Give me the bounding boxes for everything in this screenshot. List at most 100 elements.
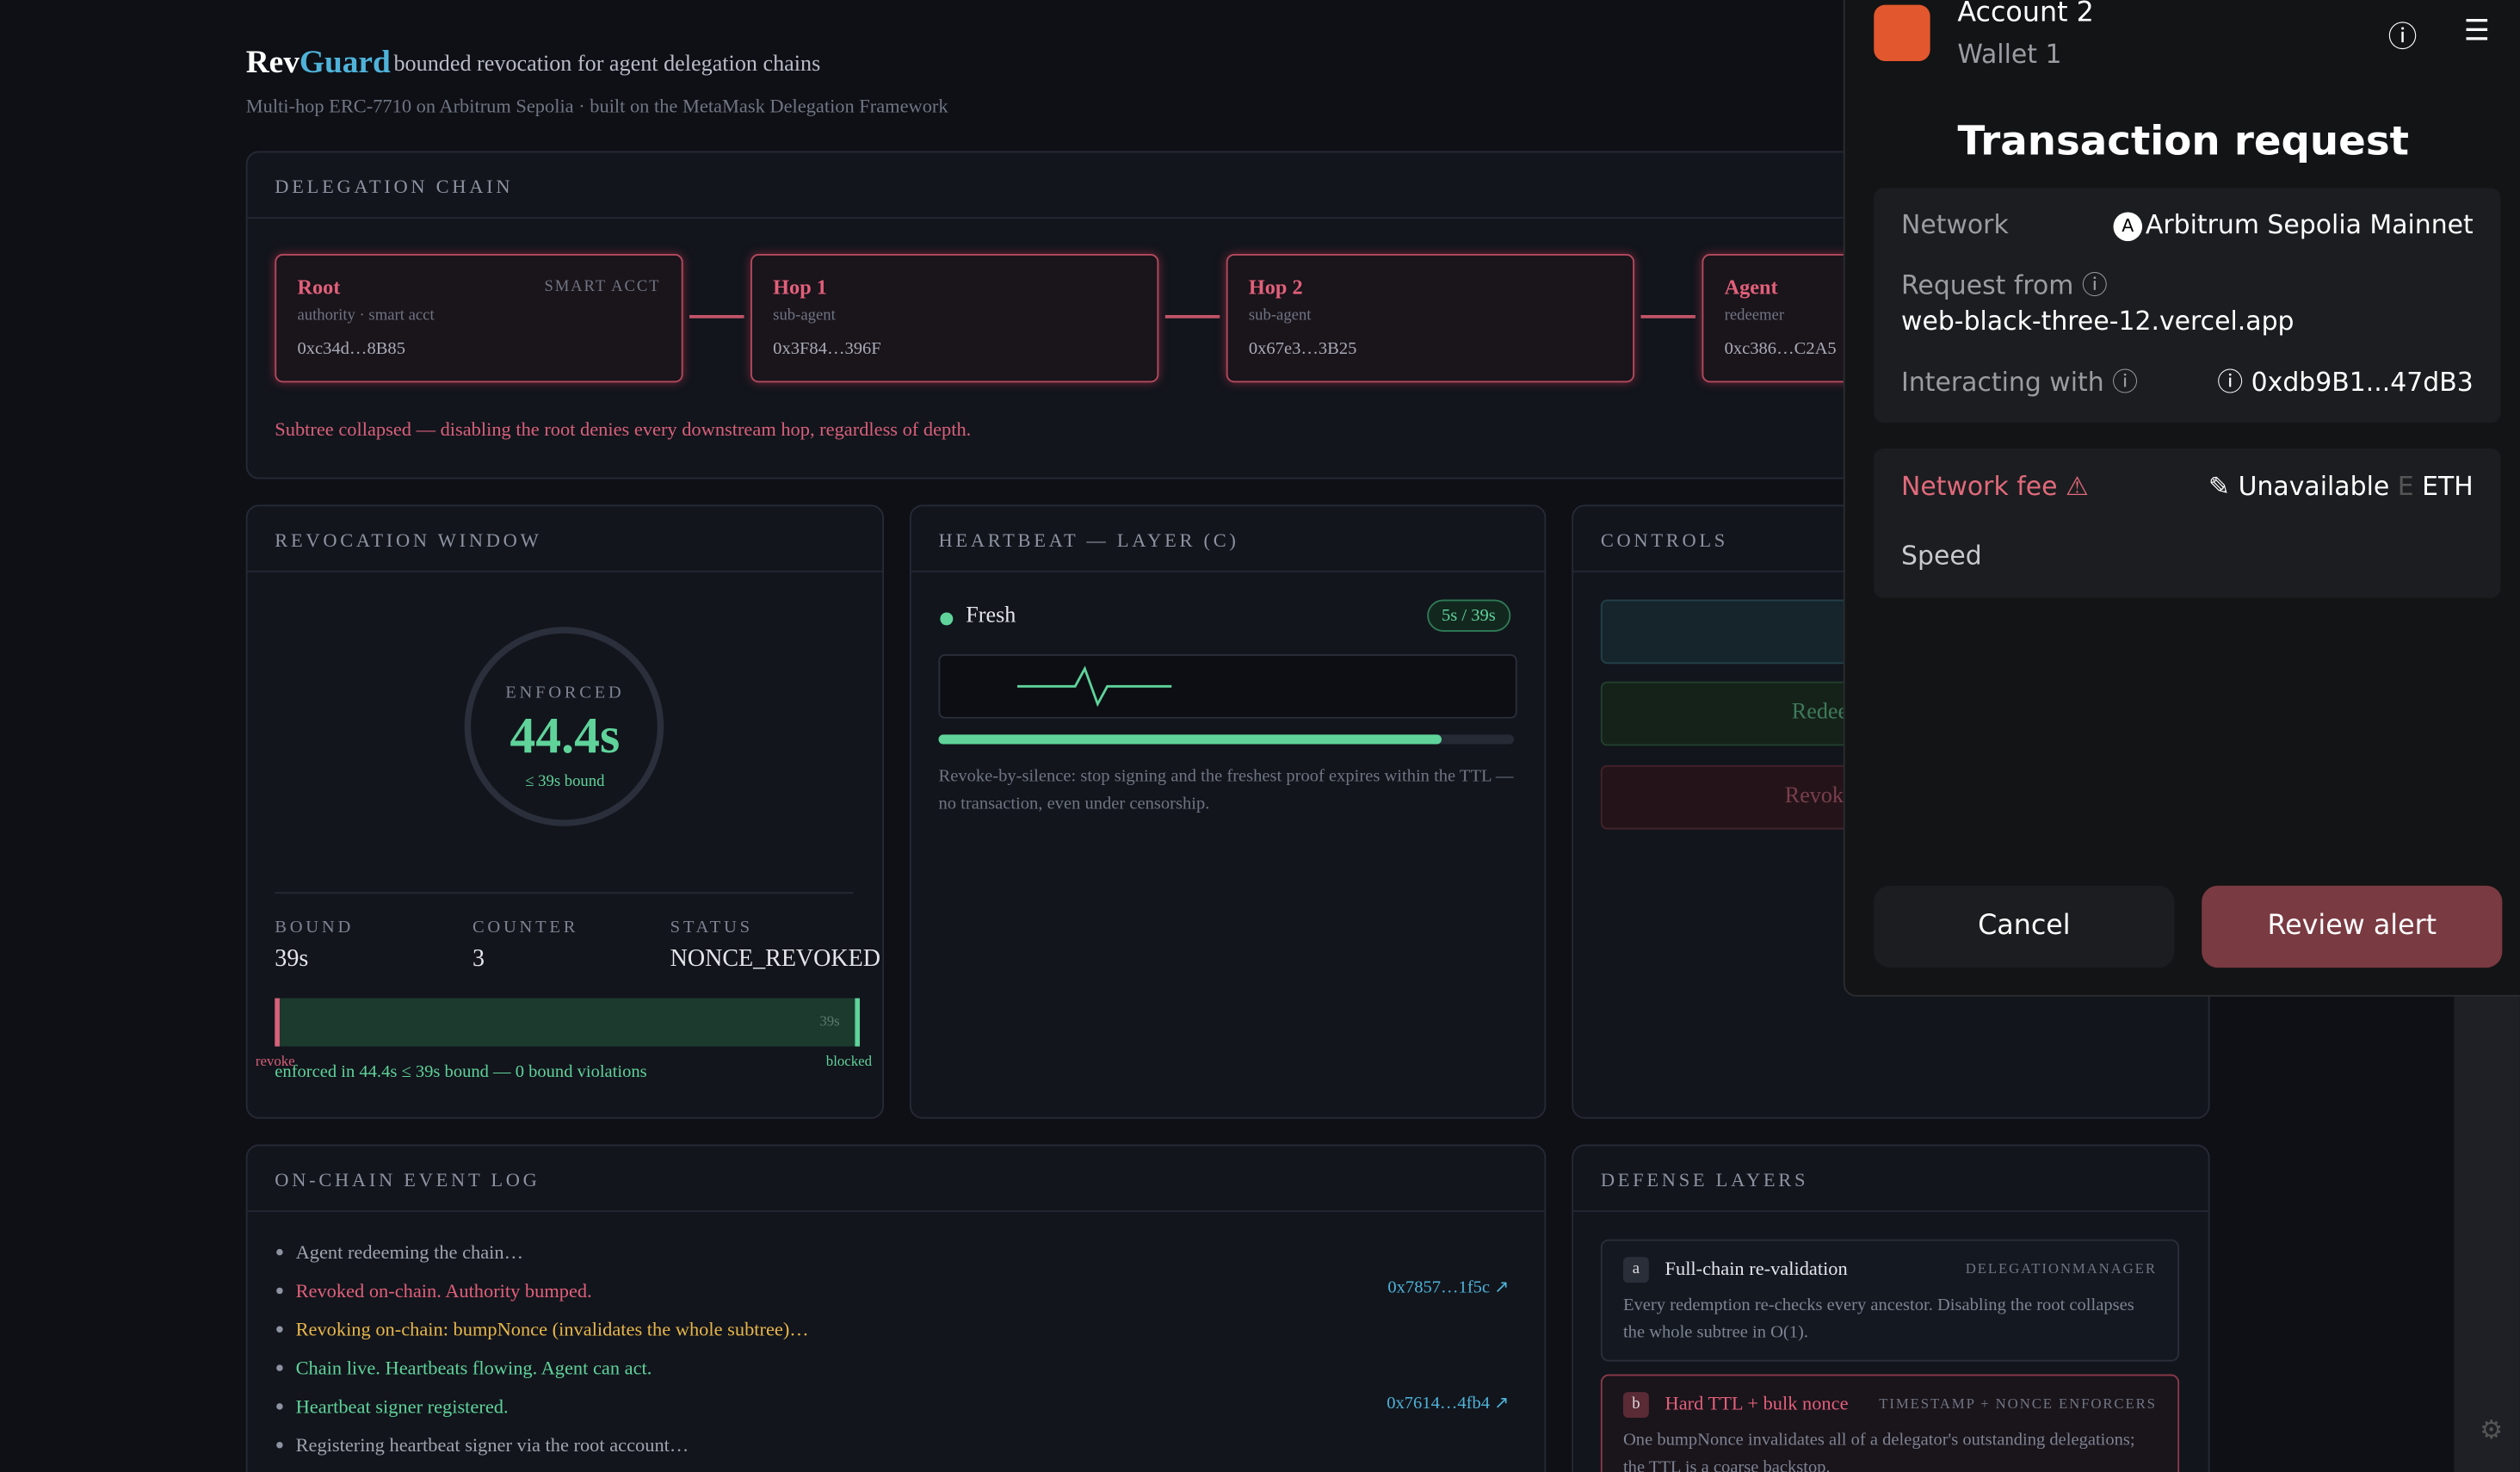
wallet: Wallet 1 [1957, 38, 2062, 70]
stat-value: 39s [275, 946, 309, 973]
settings-icon[interactable]: ⚙ [2480, 1417, 2504, 1445]
pulse-box [938, 653, 1517, 719]
node-name: Agent [1724, 275, 1778, 300]
event-text: Registering heartbeat signer via the roo… [295, 1433, 689, 1457]
node-name: Hop 1 [773, 275, 827, 300]
details: Network A Arbitrum Sepolia Mainnet Reque… [1874, 188, 2501, 424]
tagline: bounded revocation for agent delegation … [393, 53, 821, 77]
layer-key: a [1622, 1257, 1649, 1283]
state: Fresh [966, 604, 1016, 629]
gauge-label: ENFORCED [505, 683, 625, 703]
label: Request from [1901, 269, 2074, 301]
tx-link[interactable]: 0x7614…4fb4 ↗ [1387, 1393, 1510, 1413]
bullet [276, 1287, 283, 1295]
title: Transaction request [1957, 117, 2409, 164]
subtitle: Multi-hop ERC-7710 on Arbitrum Sepolia ·… [245, 95, 948, 118]
bullet [276, 1403, 283, 1410]
node-role: sub-agent [773, 306, 836, 325]
summary: enforced in 44.4s ≤ 39s bound — 0 bound … [275, 1062, 647, 1082]
layer-key: b [1622, 1392, 1649, 1418]
label: Interacting with [1901, 366, 2104, 398]
gauge-sub: ≤ 39s bound [525, 773, 605, 791]
heartbeat-panel: HEARTBEAT — LAYER (C) Fresh 5s / 39s Rev… [909, 504, 1547, 1119]
node-role: authority · smart acct [297, 306, 435, 325]
fee-icon: E [2397, 471, 2414, 502]
settings-icon[interactable]: ☰ [2463, 14, 2490, 49]
connector [1164, 314, 1220, 319]
panel-title: ON-CHAIN EVENT LOG [275, 1168, 540, 1191]
bar-end: 39s [819, 1012, 840, 1030]
node-name: Root [297, 275, 341, 300]
layer-name: Full-chain re-validation [1665, 1257, 1848, 1280]
scroll-area [2454, 993, 2520, 1472]
stat-value: 3 [472, 946, 485, 973]
fee: Unavailable [2238, 471, 2390, 502]
account[interactable]: Account 2 [1957, 0, 2094, 29]
layer-desc: One bumpNonce invalidates all of a deleg… [1622, 1430, 2135, 1472]
node-role: redeemer [1724, 306, 1785, 325]
bullet [276, 1248, 283, 1256]
review-button[interactable]: Review alert [2202, 885, 2503, 968]
chain-node[interactable]: Hop 2 sub-agent 0x67e3…3B25 [1226, 254, 1635, 383]
stat-label: BOUND [275, 918, 355, 937]
request: web-black-three-12.vercel.app [1901, 305, 2295, 337]
stat-label: COUNTER [472, 918, 579, 937]
gauge [464, 627, 664, 826]
node-tag: SMART ACCT [544, 278, 661, 296]
chain-note: Subtree collapsed — disabling the root d… [275, 417, 972, 441]
event-text: Chain live. Heartbeats flowing. Agent ca… [295, 1357, 652, 1380]
panel-title: DELEGATION CHAIN [275, 175, 514, 198]
defense-layer: b Hard TTL + bulk nonce TIMESTAMP + NONCE … [1600, 1374, 2180, 1472]
bullet [276, 1326, 283, 1333]
event-text: Revoking on-chain: bumpNonce (invalidate… [295, 1318, 809, 1341]
info-icon[interactable]: ⓘ [2387, 21, 2418, 55]
panel-title: HEARTBEAT — LAYER (C) [938, 529, 1239, 552]
brand-a: Rev [245, 45, 300, 81]
event-text: Agent redeeming the chain… [295, 1240, 524, 1264]
event-text: Revoked on-chain. Authority bumped. [295, 1279, 592, 1302]
event-panel: ON-CHAIN EVENT LOG Agent redeeming the c… [245, 1144, 1547, 1472]
brand-b: Guard [299, 45, 391, 81]
node-addr: 0x67e3…3B25 [1248, 339, 1357, 359]
fee-box: Network fee ⚠ ✎ Unavailable E ETH Speed [1874, 448, 2501, 598]
stat-label: STATUS [670, 918, 753, 937]
address[interactable]: 0xdb9B1...47dB3 [2251, 366, 2474, 398]
layer-tag: TIMESTAMP + NONCE ENFORCERS [1879, 1395, 2157, 1412]
brand: RevGuard [246, 45, 391, 82]
stat-value: NONCE_REVOKED [670, 946, 880, 973]
network: Arbitrum Sepolia Mainnet [2145, 208, 2474, 240]
bullet [276, 1441, 283, 1449]
label: Speed [1901, 540, 1982, 571]
layer-name: Hard TTL + bulk nonce [1665, 1392, 1849, 1415]
bullet [276, 1364, 283, 1371]
panel-title: DEFENSE LAYERS [1600, 1168, 1809, 1191]
defense-panel: DEFENSE LAYERS a Full-chain re-validation… [1572, 1144, 2210, 1472]
node-addr: 0xc386…C2A5 [1724, 339, 1837, 359]
layer-tag: DELEGATIONMANAGER [1965, 1259, 2157, 1277]
label: Network fee [1901, 471, 2058, 502]
node-name: Hop 2 [1248, 275, 1303, 300]
panel-title: CONTROLS [1600, 529, 1728, 552]
description: Revoke-by-silence: stop signing and the … [938, 766, 1514, 813]
node-addr: 0xc34d…8B85 [297, 339, 405, 359]
label: Network [1901, 208, 2009, 240]
network-icon: A [2113, 212, 2143, 242]
layer-desc: Every redemption re-checks every ancesto… [1622, 1296, 2134, 1343]
bar-right: blocked [825, 1053, 873, 1069]
window-bar [275, 998, 861, 1047]
defense-layer: a Full-chain re-validation DELEGATIONMANAG… [1600, 1239, 2180, 1362]
panel-title: REVOCATION WINDOW [275, 529, 542, 552]
badge: 5s / 39s [1427, 599, 1510, 632]
node-role: sub-agent [1248, 306, 1312, 325]
chain-node[interactable]: Root SMART ACCT authority · smart acct 0xc3… [275, 254, 683, 383]
event-text: Heartbeat signer registered. [295, 1395, 509, 1418]
chain-node[interactable]: Hop 1 sub-agent 0x3F84…396F [750, 254, 1159, 383]
fee-unit: ETH [2422, 471, 2474, 502]
revocation-panel: REVOCATION WINDOW ENFORCED 44.4s ≤ 39s b… [245, 504, 885, 1119]
cancel-button[interactable]: Cancel [1874, 885, 2175, 968]
connector [689, 314, 744, 319]
bar-left: revoke [255, 1053, 295, 1069]
gauge-value: 44.4s [510, 705, 621, 764]
tx-link[interactable]: 0x7857…1f5c ↗ [1387, 1277, 1510, 1297]
